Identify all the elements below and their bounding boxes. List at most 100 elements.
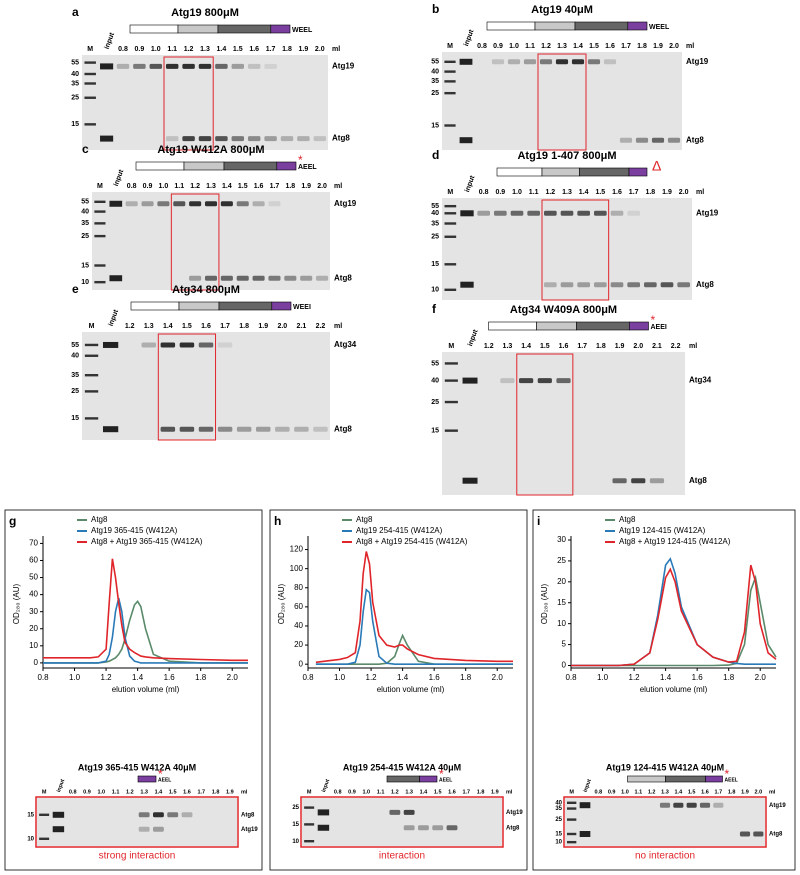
marker-label: 35	[555, 806, 562, 812]
band	[138, 826, 150, 832]
input-band	[462, 377, 478, 384]
ladder-band	[84, 390, 99, 393]
ladder-band	[84, 82, 96, 85]
band	[594, 210, 607, 216]
lane-label: 1.3	[200, 46, 210, 53]
lane-label: 1.7	[270, 183, 280, 190]
input-band	[459, 58, 473, 65]
ladder-band	[444, 60, 456, 63]
lane-label: M	[448, 343, 454, 350]
y-axis-label: OD₂₈₀ (AU)	[12, 583, 21, 624]
band	[138, 812, 150, 818]
domain-bar	[276, 161, 297, 171]
lane-label: 1.0	[509, 43, 519, 50]
ladder-band	[567, 840, 577, 844]
protein-label: Atg19	[769, 803, 786, 809]
lane-label: 1.1	[635, 789, 643, 795]
input-band	[460, 281, 474, 288]
band	[179, 426, 195, 432]
x-tick-label: 1.8	[195, 673, 207, 682]
ladder-band	[84, 354, 99, 357]
band	[677, 282, 690, 288]
band	[627, 210, 640, 216]
band	[264, 136, 277, 142]
unit-label: ml	[686, 43, 694, 50]
mutation-mark: *	[725, 767, 730, 781]
protein-label: Atg8	[506, 825, 520, 831]
highlight-box	[157, 333, 217, 441]
x-tick-label: 2.0	[227, 673, 239, 682]
lane-label: 1.1	[529, 189, 539, 196]
ladder-band	[94, 210, 106, 213]
band	[297, 136, 310, 142]
marker-label: 40	[431, 68, 439, 75]
motif: WEEL	[292, 27, 313, 34]
band	[157, 201, 170, 207]
domain-bar	[135, 161, 185, 171]
unit-label: ml	[506, 789, 513, 795]
lane-label: 1.8	[212, 789, 220, 795]
lane-label: 2.2	[316, 323, 326, 330]
panel-letter: b	[432, 2, 439, 16]
input-band	[109, 200, 123, 207]
x-tick-label: 1.2	[366, 673, 378, 682]
domain-bar	[627, 775, 666, 783]
protein-label: Atg34	[334, 340, 357, 349]
ladder-band	[39, 813, 50, 816]
domain-bar	[579, 167, 630, 177]
highlight-box	[537, 53, 587, 151]
highlight-box	[563, 796, 767, 848]
band	[667, 137, 681, 143]
marker-label: 35	[431, 78, 439, 85]
x-tick-label: 1.4	[660, 673, 672, 682]
band	[280, 136, 294, 142]
ladder-band	[94, 234, 106, 238]
domain-bar	[270, 24, 291, 34]
lane-label: input	[104, 31, 117, 50]
motif: AEEL	[298, 164, 317, 171]
band	[403, 809, 415, 815]
ladder-band	[567, 801, 577, 804]
band	[673, 802, 684, 808]
marker-label: 15	[71, 121, 79, 128]
protein-label: Atg8	[686, 135, 704, 144]
marker-label: 40	[71, 71, 79, 78]
y-tick-label: 80	[294, 583, 303, 592]
lane-label: 1.3	[140, 789, 148, 795]
x-tick-label: 1.8	[460, 673, 472, 682]
domain-bar	[218, 301, 273, 311]
domain-bar	[177, 24, 219, 34]
band	[153, 812, 164, 818]
band	[432, 825, 444, 831]
protein-label: Atg8	[332, 134, 350, 143]
ladder-band	[444, 400, 458, 404]
lane-label: 1.4	[675, 789, 684, 795]
series-line	[43, 597, 248, 664]
lane-label: 1.6	[201, 323, 211, 330]
marker-label: 55	[81, 199, 89, 206]
marker-label: 55	[71, 59, 79, 66]
lane-label: 0.8	[595, 789, 603, 795]
lane-label: 1.3	[557, 43, 567, 50]
band	[204, 275, 218, 281]
band	[198, 63, 212, 69]
gel-title: Atg19 1-407 800μM	[517, 150, 616, 162]
marker-label: 10	[81, 279, 89, 286]
band	[264, 63, 277, 69]
lane-label: 1.0	[151, 46, 161, 53]
lane-label: input	[56, 778, 66, 793]
band	[571, 59, 585, 65]
gel-title: Atg34 800μM	[172, 284, 240, 296]
domain-bar	[705, 775, 723, 783]
lane-label: M	[97, 183, 103, 190]
lane-label: 1.6	[701, 789, 709, 795]
lane-label: 1.3	[562, 189, 572, 196]
input-band	[100, 135, 114, 142]
band	[555, 59, 569, 65]
band	[418, 825, 429, 831]
lane-label: M	[447, 189, 453, 196]
legend-label: Atg8 + Atg19 254-415 (W412A)	[356, 537, 468, 546]
domain-bar	[665, 775, 706, 783]
lane-label: 1.3	[206, 183, 216, 190]
